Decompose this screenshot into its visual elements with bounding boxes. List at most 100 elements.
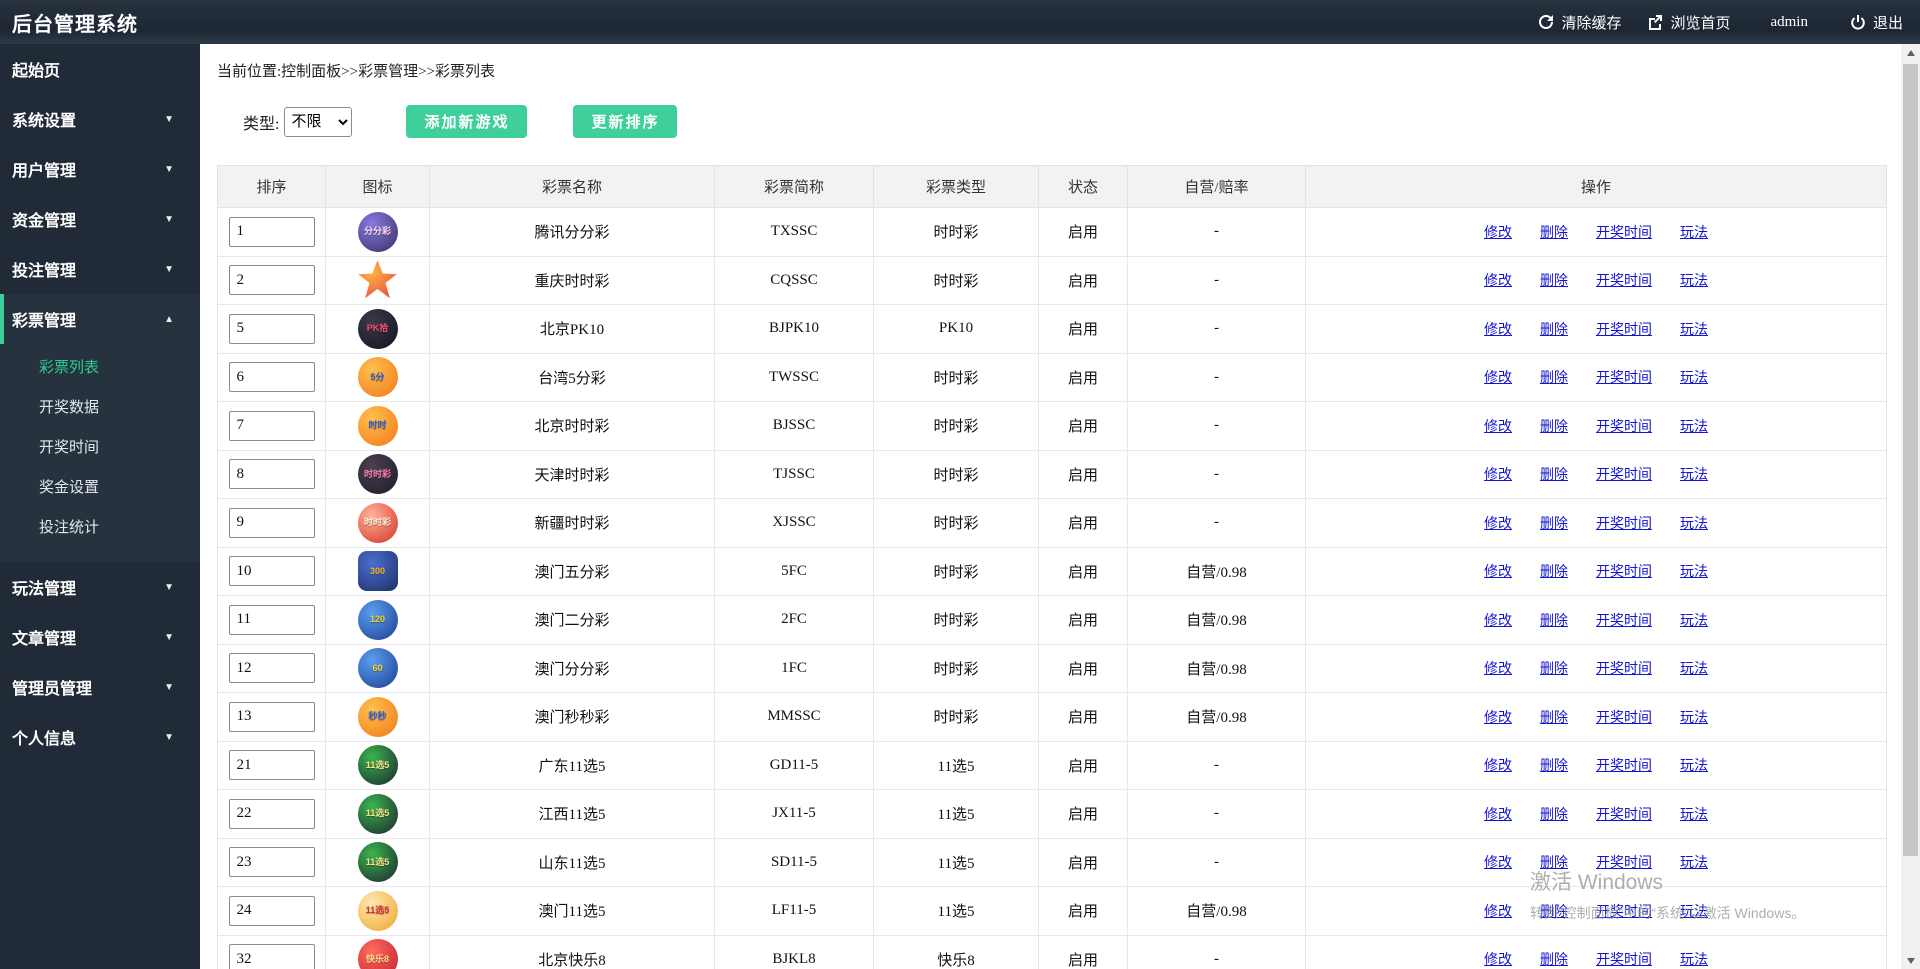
sidebar-item-profile[interactable]: 个人信息 ▼ bbox=[0, 712, 200, 762]
draw-time-link[interactable]: 开奖时间 bbox=[1596, 565, 1652, 581]
play-method-link[interactable]: 玩法 bbox=[1680, 565, 1708, 581]
edit-link[interactable]: 修改 bbox=[1484, 953, 1512, 969]
delete-link[interactable]: 删除 bbox=[1540, 904, 1568, 920]
sidebar-subitem-开奖时间[interactable]: 开奖时间 bbox=[39, 439, 100, 456]
sort-order-input[interactable] bbox=[228, 362, 315, 393]
sort-order-input[interactable] bbox=[228, 653, 315, 684]
delete-link[interactable]: 删除 bbox=[1540, 856, 1568, 872]
logout-button[interactable]: 退出 bbox=[1850, 12, 1903, 33]
edit-link[interactable]: 修改 bbox=[1484, 371, 1512, 387]
edit-link[interactable]: 修改 bbox=[1484, 225, 1512, 241]
play-method-link[interactable]: 玩法 bbox=[1680, 807, 1708, 823]
edit-link[interactable]: 修改 bbox=[1484, 807, 1512, 823]
sidebar-item-home[interactable]: 起始页 bbox=[0, 44, 200, 94]
scroll-up-button[interactable] bbox=[1901, 44, 1920, 61]
draw-time-link[interactable]: 开奖时间 bbox=[1596, 856, 1652, 872]
edit-link[interactable]: 修改 bbox=[1484, 322, 1512, 338]
sort-order-input[interactable] bbox=[228, 604, 315, 635]
delete-link[interactable]: 删除 bbox=[1540, 419, 1568, 435]
draw-time-link[interactable]: 开奖时间 bbox=[1596, 468, 1652, 484]
delete-link[interactable]: 删除 bbox=[1540, 807, 1568, 823]
draw-time-link[interactable]: 开奖时间 bbox=[1596, 953, 1652, 969]
vertical-scrollbar[interactable] bbox=[1901, 44, 1920, 969]
sort-order-input[interactable] bbox=[228, 847, 315, 878]
sort-order-input[interactable] bbox=[228, 798, 315, 829]
play-method-link[interactable]: 玩法 bbox=[1680, 371, 1708, 387]
delete-link[interactable]: 删除 bbox=[1540, 225, 1568, 241]
delete-link[interactable]: 删除 bbox=[1540, 468, 1568, 484]
play-method-link[interactable]: 玩法 bbox=[1680, 225, 1708, 241]
sort-order-input[interactable] bbox=[228, 313, 315, 344]
delete-link[interactable]: 删除 bbox=[1540, 662, 1568, 678]
edit-link[interactable]: 修改 bbox=[1484, 516, 1512, 532]
play-method-link[interactable]: 玩法 bbox=[1680, 759, 1708, 775]
type-filter-select[interactable]: 不限 bbox=[284, 106, 353, 137]
sidebar-item-funds[interactable]: 资金管理 ▼ bbox=[0, 194, 200, 244]
sidebar-subitem-投注统计[interactable]: 投注统计 bbox=[39, 519, 100, 536]
play-method-link[interactable]: 玩法 bbox=[1680, 322, 1708, 338]
sidebar-item-lottery[interactable]: 彩票管理 ▲ bbox=[0, 294, 200, 344]
edit-link[interactable]: 修改 bbox=[1484, 419, 1512, 435]
clear-cache-button[interactable]: 清除缓存 bbox=[1538, 12, 1621, 33]
sort-order-input[interactable] bbox=[228, 750, 315, 781]
play-method-link[interactable]: 玩法 bbox=[1680, 613, 1708, 629]
sort-order-input[interactable] bbox=[228, 507, 315, 538]
sidebar-subitem-奖金设置[interactable]: 奖金设置 bbox=[39, 479, 100, 496]
delete-link[interactable]: 删除 bbox=[1540, 565, 1568, 581]
scrollbar-thumb[interactable] bbox=[1903, 64, 1918, 856]
sort-order-input[interactable] bbox=[228, 410, 315, 441]
play-method-link[interactable]: 玩法 bbox=[1680, 516, 1708, 532]
sidebar-subitem-彩票列表[interactable]: 彩票列表 bbox=[39, 359, 100, 376]
edit-link[interactable]: 修改 bbox=[1484, 856, 1512, 872]
draw-time-link[interactable]: 开奖时间 bbox=[1596, 904, 1652, 920]
edit-link[interactable]: 修改 bbox=[1484, 274, 1512, 290]
edit-link[interactable]: 修改 bbox=[1484, 759, 1512, 775]
edit-link[interactable]: 修改 bbox=[1484, 565, 1512, 581]
play-method-link[interactable]: 玩法 bbox=[1680, 274, 1708, 290]
draw-time-link[interactable]: 开奖时间 bbox=[1596, 419, 1652, 435]
draw-time-link[interactable]: 开奖时间 bbox=[1596, 274, 1652, 290]
play-method-link[interactable]: 玩法 bbox=[1680, 856, 1708, 872]
play-method-link[interactable]: 玩法 bbox=[1680, 419, 1708, 435]
play-method-link[interactable]: 玩法 bbox=[1680, 662, 1708, 678]
delete-link[interactable]: 删除 bbox=[1540, 322, 1568, 338]
sort-order-input[interactable] bbox=[228, 265, 315, 296]
draw-time-link[interactable]: 开奖时间 bbox=[1596, 807, 1652, 823]
sort-order-input[interactable] bbox=[228, 216, 315, 247]
draw-time-link[interactable]: 开奖时间 bbox=[1596, 371, 1652, 387]
scroll-down-button[interactable] bbox=[1901, 952, 1920, 969]
sort-order-input[interactable] bbox=[228, 459, 315, 490]
draw-time-link[interactable]: 开奖时间 bbox=[1596, 225, 1652, 241]
edit-link[interactable]: 修改 bbox=[1484, 904, 1512, 920]
sidebar-item-article[interactable]: 文章管理 ▼ bbox=[0, 612, 200, 662]
sort-order-input[interactable] bbox=[228, 895, 315, 926]
sort-order-input[interactable] bbox=[228, 556, 315, 587]
edit-link[interactable]: 修改 bbox=[1484, 710, 1512, 726]
draw-time-link[interactable]: 开奖时间 bbox=[1596, 613, 1652, 629]
edit-link[interactable]: 修改 bbox=[1484, 468, 1512, 484]
delete-link[interactable]: 删除 bbox=[1540, 274, 1568, 290]
delete-link[interactable]: 删除 bbox=[1540, 516, 1568, 532]
play-method-link[interactable]: 玩法 bbox=[1680, 953, 1708, 969]
sidebar-item-betting[interactable]: 投注管理 ▼ bbox=[0, 244, 200, 294]
delete-link[interactable]: 删除 bbox=[1540, 371, 1568, 387]
draw-time-link[interactable]: 开奖时间 bbox=[1596, 322, 1652, 338]
update-sort-button[interactable]: 更新排序 bbox=[573, 105, 678, 138]
delete-link[interactable]: 删除 bbox=[1540, 953, 1568, 969]
delete-link[interactable]: 删除 bbox=[1540, 759, 1568, 775]
sort-order-input[interactable] bbox=[228, 944, 315, 969]
edit-link[interactable]: 修改 bbox=[1484, 662, 1512, 678]
edit-link[interactable]: 修改 bbox=[1484, 613, 1512, 629]
sort-order-input[interactable] bbox=[228, 701, 315, 732]
sidebar-item-admin[interactable]: 管理员管理 ▼ bbox=[0, 662, 200, 712]
play-method-link[interactable]: 玩法 bbox=[1680, 468, 1708, 484]
sidebar-subitem-开奖数据[interactable]: 开奖数据 bbox=[39, 399, 100, 416]
delete-link[interactable]: 删除 bbox=[1540, 613, 1568, 629]
sidebar-item-system[interactable]: 系统设置 ▼ bbox=[0, 94, 200, 144]
play-method-link[interactable]: 玩法 bbox=[1680, 904, 1708, 920]
draw-time-link[interactable]: 开奖时间 bbox=[1596, 662, 1652, 678]
draw-time-link[interactable]: 开奖时间 bbox=[1596, 710, 1652, 726]
delete-link[interactable]: 删除 bbox=[1540, 710, 1568, 726]
add-game-button[interactable]: 添加新游戏 bbox=[406, 105, 528, 138]
sidebar-item-user[interactable]: 用户管理 ▼ bbox=[0, 144, 200, 194]
